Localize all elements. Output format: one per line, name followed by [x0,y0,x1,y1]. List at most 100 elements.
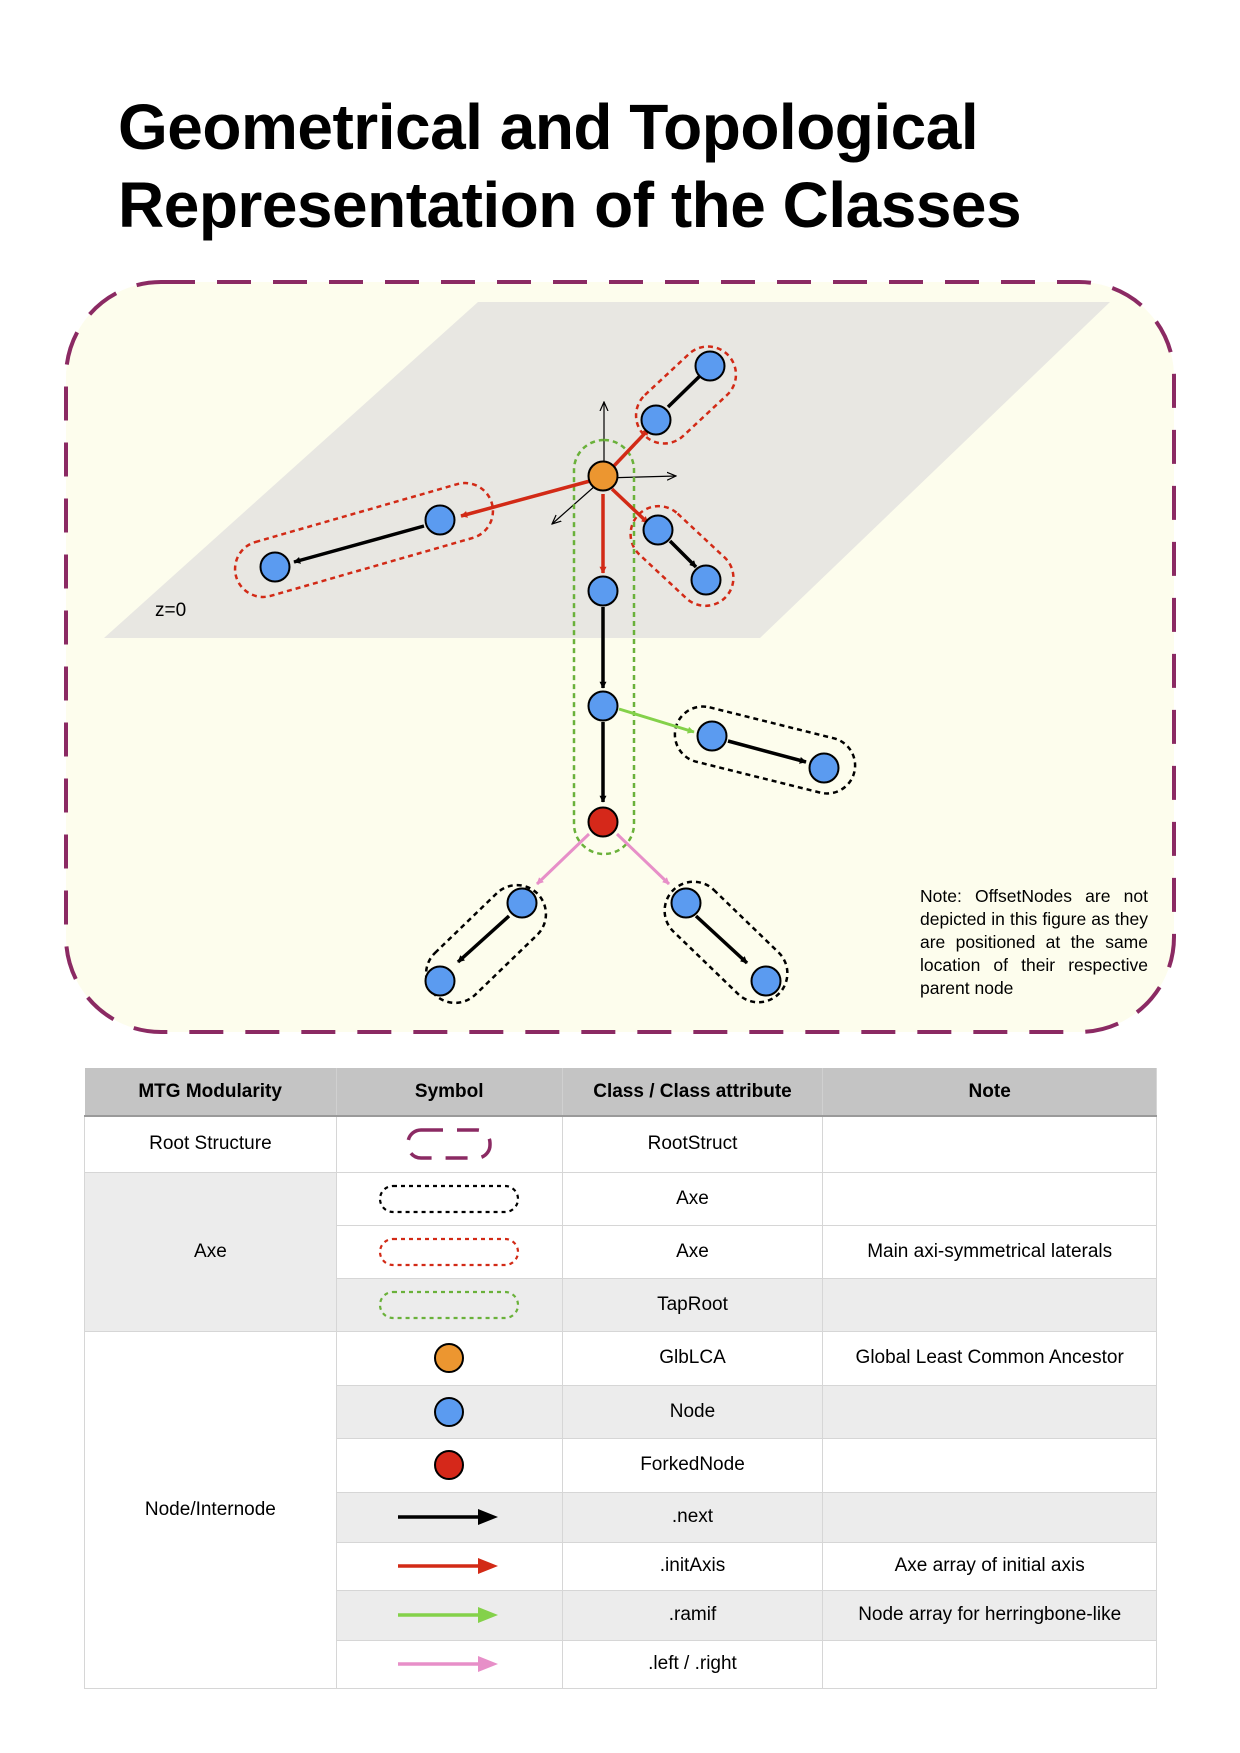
class-cell: RootStruct [561,1116,823,1173]
axe-black-outline [663,880,789,1004]
taproot-green-dotted-icon [379,1290,520,1319]
node [696,720,728,752]
class-cell: ForkedNode [561,1438,823,1493]
next-arrow [727,739,807,764]
class-cell: .left / .right [561,1640,823,1689]
class-cell: .next [561,1492,823,1543]
taproot-green-outline [572,438,636,856]
symbol-cell [335,1172,563,1226]
next-arrow [293,524,425,564]
class-cell: TapRoot [561,1278,823,1332]
table-row: .ramif Node array for herringbone-like [85,1590,1157,1641]
note-cell: Global Least Common Ancestor [822,1331,1157,1386]
page-title-line-1: Geometrical and Topological [118,91,979,163]
orange-circle-icon [434,1343,465,1373]
symbol-cell [335,1438,563,1493]
note-cell [822,1116,1157,1173]
green-arrow-icon [398,1607,499,1623]
header-note: Note [822,1068,1157,1117]
table-row: ForkedNode [85,1438,1157,1493]
axe-black-dotted-icon [379,1184,520,1213]
note-cell [822,1640,1157,1689]
node [506,887,538,919]
node [690,564,722,596]
table-row: .next [85,1492,1157,1543]
symbol-cell [335,1331,563,1386]
node [808,752,840,784]
page-title: Geometrical and Topological Representati… [118,88,1118,244]
symbol-cell [335,1640,563,1689]
next-arrow [666,370,706,409]
symbol-cell [335,1542,563,1591]
page-title-line-2: Representation of the Classes [118,169,1022,241]
table-row: .left / .right [85,1640,1157,1689]
note-cell [822,1438,1157,1493]
table-row: Root Structure RootStruct [84,1116,1157,1173]
symbol-cell [335,1225,563,1279]
init-axis-arrow [610,427,651,470]
node [587,690,619,722]
left-right-arrow [615,832,671,886]
node [670,887,702,919]
note-cell [822,1492,1157,1543]
forked-node [587,806,619,838]
plane-label: z=0 [155,600,187,621]
note-cell: Main axi-symmetrical laterals [822,1225,1157,1279]
header-mtg-modularity: MTG Modularity [84,1068,337,1117]
axe-red-outline [233,481,495,599]
class-cell: Axe [561,1172,823,1226]
class-cell: Axe [561,1225,823,1279]
axe-red-outline [629,504,735,608]
note-cell [822,1172,1157,1226]
rootstruct-dashed-icon [406,1128,492,1160]
table-row: Axe Main axi-symmetrical laterals [85,1225,1157,1279]
nodes [259,350,840,997]
glblca-node [587,460,619,492]
class-cell: GlbLCA [561,1331,823,1386]
root-structure-diagram [64,280,1176,1034]
node [642,514,674,546]
header-symbol: Symbol [335,1068,563,1117]
left-right-arrow [535,832,591,886]
node [640,404,672,436]
group-axe: Axe [84,1172,337,1332]
pink-arrow-icon [398,1656,499,1672]
group-root-structure: Root Structure [84,1116,337,1173]
node [750,965,782,997]
init-axis-arrow [610,487,650,525]
legend-table: MTG Modularity Symbol Class / Class attr… [84,1068,1157,1689]
table-row: TapRoot [85,1278,1157,1332]
symbol-cell [335,1492,563,1543]
next-arrow [668,539,698,569]
symbol-cell [335,1385,563,1439]
edges [293,370,807,965]
node [694,350,726,382]
node [424,504,456,536]
red-arrow-icon [398,1558,499,1574]
note-cell [822,1278,1157,1332]
table-row: Node [85,1385,1157,1439]
symbol-cell [335,1278,563,1332]
table-row: Node/Internode GlbLCA Global Least Commo… [84,1331,1157,1689]
note-cell [822,1385,1157,1439]
symbol-cell [335,1590,563,1641]
class-cell: .initAxis [561,1542,823,1591]
legend-header-row: MTG Modularity Symbol Class / Class attr… [84,1068,1157,1117]
node [259,551,291,583]
header-class: Class / Class attribute [561,1068,823,1117]
ramif-arrow [618,707,695,734]
black-arrow-icon [398,1509,499,1525]
table-row: .initAxis Axe array of initial axis [85,1542,1157,1591]
red-circle-icon [434,1450,465,1480]
class-cell: .ramif [561,1590,823,1641]
note-cell: Node array for herringbone-like [822,1590,1157,1641]
node [587,575,619,607]
blue-circle-icon [434,1396,465,1427]
axe-red-dotted-icon [379,1237,520,1266]
group-node-internode: Node/Internode [84,1331,337,1689]
note-cell: Axe array of initial axis [822,1542,1157,1591]
init-axis-arrow [460,479,591,518]
symbol-cell [335,1116,563,1173]
axe-red-outline [634,345,738,445]
node [424,965,456,997]
